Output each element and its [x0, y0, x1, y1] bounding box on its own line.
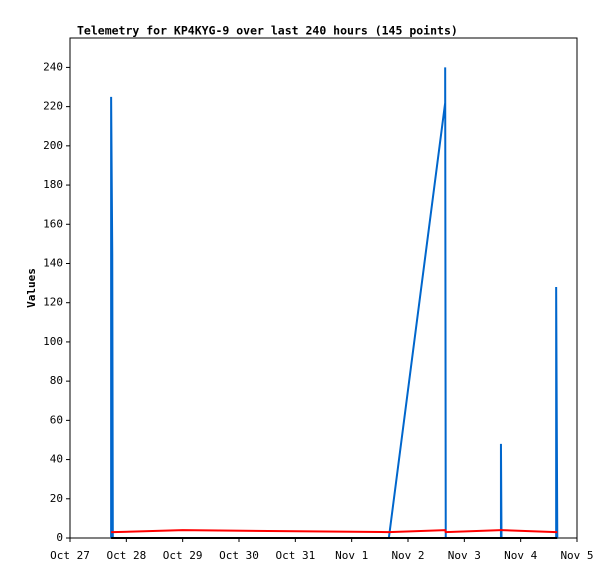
y-tick-label: 160 [43, 217, 63, 230]
chart-title: Telemetry for KP4KYG-9 over last 240 hou… [77, 24, 458, 38]
x-tick-label: Nov 5 [560, 549, 593, 562]
x-tick-label: Nov 3 [448, 549, 481, 562]
y-axis-label: Values [25, 268, 38, 308]
y-tick-label: 180 [43, 178, 63, 191]
x-tick-label: Oct 30 [219, 549, 259, 562]
y-tick-label: 200 [43, 139, 63, 152]
y-tick-label: 120 [43, 296, 63, 309]
x-tick-label: Oct 31 [275, 549, 315, 562]
x-tick-label: Oct 27 [50, 549, 90, 562]
y-tick-label: 240 [43, 60, 63, 73]
x-tick-label: Nov 4 [504, 549, 537, 562]
x-tick-label: Oct 28 [106, 549, 146, 562]
series-line [111, 529, 558, 534]
y-tick-label: 100 [43, 335, 63, 348]
y-tick-label: 80 [50, 374, 63, 387]
series-line [110, 67, 559, 539]
y-tick-label: 220 [43, 100, 63, 113]
x-tick-label: Nov 1 [335, 549, 368, 562]
x-tick-label: Nov 2 [391, 549, 424, 562]
y-tick-label: 140 [43, 256, 63, 269]
y-tick-label: 40 [50, 453, 63, 466]
y-tick-label: 20 [50, 492, 63, 505]
y-tick-label: 0 [56, 531, 63, 544]
y-tick-label: 60 [50, 413, 63, 426]
x-tick-label: Oct 29 [163, 549, 203, 562]
